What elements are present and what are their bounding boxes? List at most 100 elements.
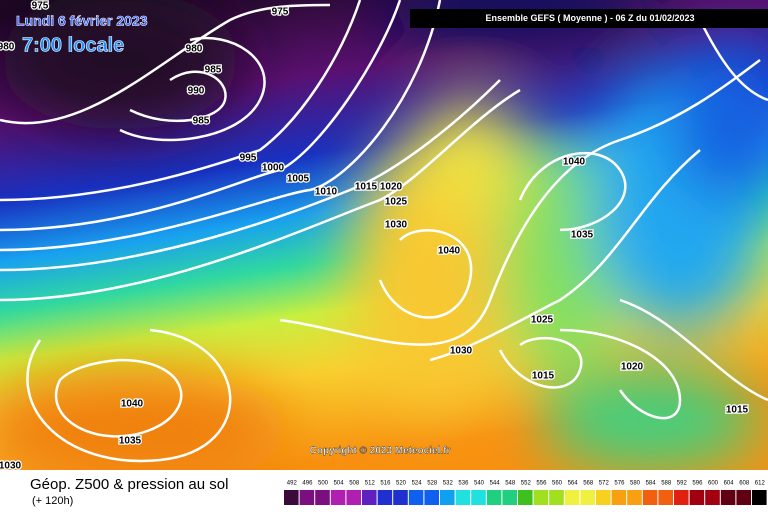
date-label: Lundi 6 février 2023 bbox=[16, 13, 148, 29]
colorbar-tick-label: 516 bbox=[380, 481, 391, 487]
colorbar-swatch bbox=[549, 490, 564, 505]
colorbar-tick-label: 512 bbox=[365, 481, 376, 487]
colorbar-swatch bbox=[580, 490, 595, 505]
colorbar-swatch bbox=[627, 490, 642, 505]
colorbar-tick-label: 548 bbox=[505, 481, 516, 487]
colorbar-swatch bbox=[408, 490, 424, 505]
isobar-label: 1040 bbox=[438, 246, 461, 257]
model-banner bbox=[410, 9, 768, 28]
colorbar-tick-label: 564 bbox=[568, 481, 579, 487]
colorbar-tick-label: 528 bbox=[427, 481, 438, 487]
isobar-label: 1030 bbox=[385, 220, 408, 231]
colorbar-swatch bbox=[377, 490, 393, 505]
footer-lead: (+ 120h) bbox=[32, 495, 73, 507]
colorbar-swatch bbox=[533, 490, 549, 505]
colorbar-tick-label: 612 bbox=[755, 481, 766, 487]
isobar-label: 1035 bbox=[119, 436, 142, 447]
colorbar-tick-label: 596 bbox=[692, 481, 703, 487]
colorbar-tick-label: 552 bbox=[521, 481, 532, 487]
colorbar-tick-label: 580 bbox=[630, 481, 641, 487]
isobar-label: 980 bbox=[186, 44, 203, 55]
colorbar: 492 496 500 504 508 512 516 520 524 528 532 536 540 5… bbox=[284, 481, 767, 505]
isobars bbox=[0, 0, 768, 461]
colorbar-swatch bbox=[736, 490, 751, 505]
colorbar-tick-label: 604 bbox=[724, 481, 735, 487]
colorbar-tick-label: 560 bbox=[552, 481, 563, 487]
isobar-label: 1010 bbox=[315, 187, 338, 198]
colorbar-swatch bbox=[486, 490, 502, 505]
copyright: Copyright © 2023 Meteociel.fr bbox=[310, 446, 451, 457]
footer-title: Géop. Z500 & pression au sol bbox=[30, 476, 228, 493]
colorbar-tick-label: 584 bbox=[646, 481, 657, 487]
isobar-label: 1015 bbox=[532, 371, 555, 382]
colorbar-tick-label: 600 bbox=[708, 481, 719, 487]
colorbar-swatch bbox=[705, 490, 720, 505]
isobar-label: 1040 bbox=[121, 399, 144, 410]
colorbar-swatch bbox=[362, 490, 377, 505]
colorbar-swatch bbox=[330, 490, 346, 505]
colorbar-tick-label: 572 bbox=[599, 481, 610, 487]
isobar-label: 1020 bbox=[380, 182, 403, 193]
model-label: Ensemble GEFS ( Moyenne ) - 06 Z du 01/0… bbox=[485, 13, 694, 23]
colorbar-swatch bbox=[720, 490, 736, 505]
colorbar-swatch bbox=[440, 490, 455, 505]
colorbar-swatch bbox=[424, 490, 439, 505]
isobar-label: 990 bbox=[188, 86, 205, 97]
colorbar-tick-label: 556 bbox=[536, 481, 547, 487]
isobar-label: 975 bbox=[272, 7, 289, 18]
isobar-label: 1025 bbox=[385, 197, 408, 208]
colorbar-swatch bbox=[752, 490, 767, 505]
colorbar-tick-label: 500 bbox=[318, 481, 329, 487]
colorbar-swatch bbox=[642, 490, 658, 505]
colorbar-swatch bbox=[455, 490, 471, 505]
colorbar-tick-label: 568 bbox=[583, 481, 594, 487]
isobar-label: 995 bbox=[240, 153, 257, 164]
colorbar-swatch bbox=[346, 490, 361, 505]
colorbar-tick-label: 540 bbox=[474, 481, 485, 487]
background-field bbox=[0, 0, 768, 490]
colorbar-swatch bbox=[299, 490, 315, 505]
colorbar-swatch bbox=[596, 490, 611, 505]
colorbar-tick-label: 608 bbox=[739, 481, 750, 487]
colorbar-swatch bbox=[689, 490, 705, 505]
isobar-label: 1040 bbox=[563, 157, 586, 168]
isobar-label: 985 bbox=[205, 65, 222, 76]
colorbar-tick-label: 576 bbox=[614, 481, 625, 487]
colorbar-tick-label: 508 bbox=[349, 481, 360, 487]
colorbar-tick-label: 532 bbox=[443, 481, 454, 487]
colorbar-swatch bbox=[674, 490, 689, 505]
isobar-label: 1025 bbox=[531, 315, 554, 326]
colorbar-tick-label: 536 bbox=[458, 481, 469, 487]
colorbar-tick-label: 504 bbox=[334, 481, 345, 487]
isobar-label: 975 bbox=[32, 1, 49, 12]
isobar-label: 985 bbox=[193, 116, 210, 127]
isobar-label: 1015 bbox=[726, 405, 749, 416]
isobar-label: 980 bbox=[0, 42, 15, 53]
colorbar-tick-label: 520 bbox=[396, 481, 407, 487]
colorbar-tick-label: 592 bbox=[677, 481, 688, 487]
colorbar-swatch bbox=[284, 490, 299, 505]
colorbar-tick-label: 588 bbox=[661, 481, 672, 487]
colorbar-swatch bbox=[518, 490, 533, 505]
colorbar-tick-label: 524 bbox=[412, 481, 423, 487]
isobar-label: 1000 bbox=[262, 163, 285, 174]
isobar-label: 1005 bbox=[287, 174, 310, 185]
colorbar-tick-label: 496 bbox=[302, 481, 313, 487]
colorbar-swatch bbox=[502, 490, 517, 505]
isobar-label: 1015 bbox=[355, 182, 378, 193]
colorbar-swatch bbox=[315, 490, 330, 505]
isobar-label: 1035 bbox=[571, 230, 594, 241]
colorbar-swatch bbox=[658, 490, 673, 505]
isobar-label: 1020 bbox=[621, 362, 644, 373]
time-label: 7:00 locale bbox=[22, 34, 124, 56]
isobar-label: 1030 bbox=[450, 346, 473, 357]
colorbar-swatch bbox=[393, 490, 408, 505]
isobar-label: 1030 bbox=[0, 461, 22, 472]
colorbar-swatch bbox=[611, 490, 627, 505]
colorbar-tick-label: 544 bbox=[490, 481, 501, 487]
colorbar-swatch bbox=[564, 490, 580, 505]
colorbar-tick-label: 492 bbox=[287, 481, 298, 487]
